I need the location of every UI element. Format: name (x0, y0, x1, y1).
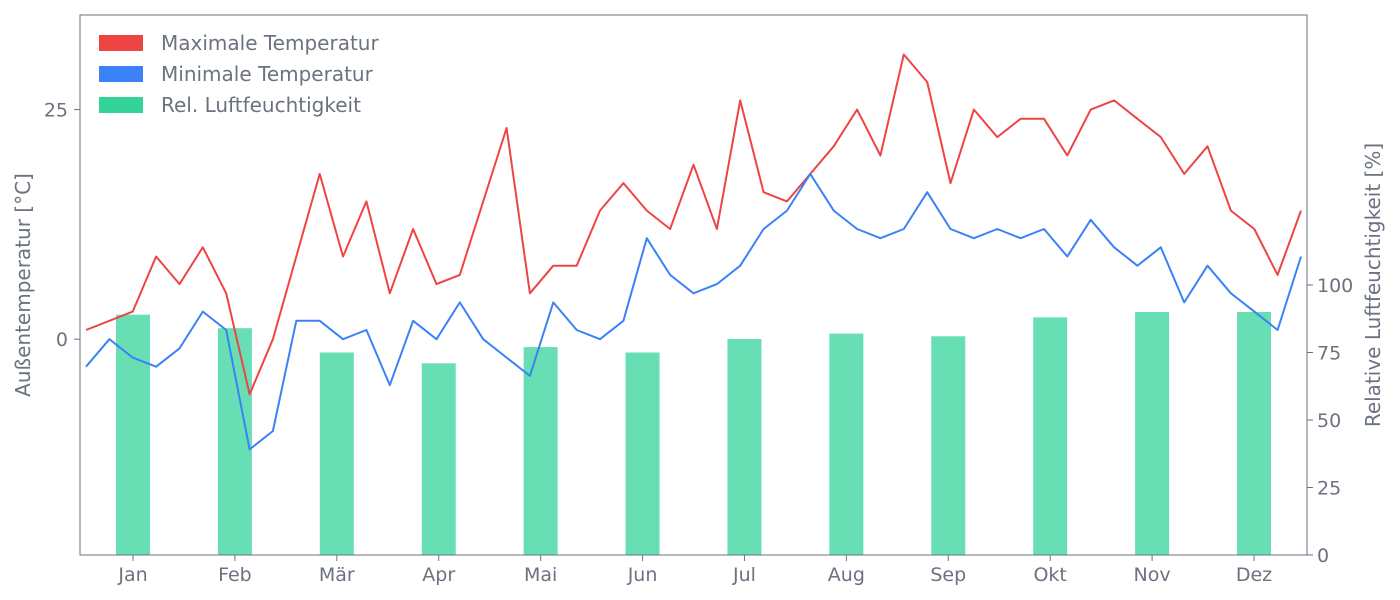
humidity-bar-Feb (217, 328, 252, 555)
x-axis-ticks: Jan Feb Mär Apr Mai Jun Jul Aug Sep Okt Nov Dez (117, 555, 1272, 586)
humidity-bar-Okt (1033, 317, 1068, 555)
right-tick-label: 0 (1317, 545, 1329, 567)
right-tick-label: 75 (1317, 343, 1341, 365)
right-axis-ticks: 0 25 50 75 100 (1307, 275, 1353, 567)
x-tick-label-Jan: Jan (117, 564, 147, 586)
x-tick-label-Nov: Nov (1134, 564, 1171, 586)
x-tick-label-Mär: Mär (319, 564, 355, 586)
humidity-bar-Dez (1237, 312, 1271, 555)
left-axis-ticks: 0 25 (44, 100, 80, 351)
x-tick-label-Okt: Okt (1033, 564, 1066, 586)
humidity-bar-Aug (829, 333, 864, 555)
max-temperature-line (85, 53, 1302, 396)
x-tick-label-Mai: Mai (524, 564, 557, 586)
humidity-bar-Jan (116, 314, 150, 555)
min-temperature-line (85, 172, 1302, 451)
x-tick-label-Sep: Sep (930, 564, 966, 586)
left-tick-label: 0 (56, 329, 68, 351)
legend-swatch-min (99, 66, 143, 82)
humidity-bar-Sep (931, 336, 966, 555)
legend-swatch-humidity (99, 97, 143, 113)
legend-swatch-max (99, 35, 143, 51)
left-axis-title: Außentemperatur [°C] (11, 173, 35, 397)
x-tick-label-Dez: Dez (1236, 564, 1272, 586)
humidity-bar-Mai (523, 347, 558, 555)
x-tick-label-Aug: Aug (828, 564, 865, 586)
humidity-bars (116, 312, 1271, 555)
x-tick-label-Apr: Apr (422, 564, 455, 586)
legend-label-max: Maximale Temperatur (161, 31, 379, 55)
right-axis-title: Relative Luftfeuchtigkeit [%] (1361, 143, 1385, 427)
legend-label-humidity: Rel. Luftfeuchtigkeit (161, 93, 361, 117)
left-tick-label: 25 (44, 100, 68, 122)
humidity-bar-Mär (319, 352, 354, 555)
right-tick-label: 25 (1317, 478, 1341, 500)
humidity-bar-Jul (727, 339, 762, 555)
humidity-bar-Nov (1135, 312, 1170, 555)
legend: Maximale Temperatur Minimale Temperatur … (99, 31, 379, 117)
legend-label-min: Minimale Temperatur (161, 62, 374, 86)
right-tick-label: 50 (1317, 410, 1341, 432)
humidity-bar-Apr (421, 363, 456, 555)
x-tick-label-Feb: Feb (218, 564, 252, 586)
right-tick-label: 100 (1317, 275, 1353, 297)
humidity-bar-Jun (625, 352, 660, 555)
x-tick-label-Jun: Jun (627, 564, 658, 586)
x-tick-label-Jul: Jul (732, 564, 756, 586)
